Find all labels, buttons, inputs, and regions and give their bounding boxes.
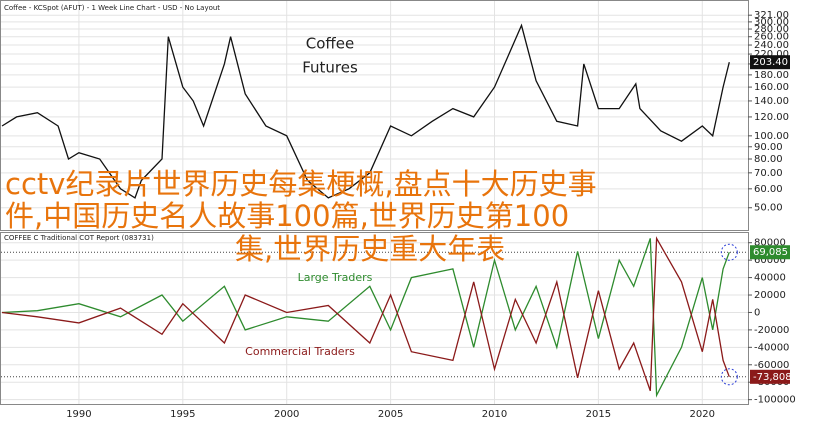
x-tick-label: 1995 xyxy=(170,409,195,420)
end-label-box xyxy=(750,369,790,384)
series-label: Large Traders xyxy=(298,271,373,284)
y-tick-label: 140.00 xyxy=(754,96,789,107)
end-marker xyxy=(720,368,738,386)
annotation: Futures xyxy=(302,59,358,77)
y-tick-label: 80.00 xyxy=(754,154,783,165)
annotation: Coffee xyxy=(306,35,354,53)
y-tick-label: 280.00 xyxy=(754,24,789,35)
series-line xyxy=(1,236,730,392)
series-line xyxy=(1,23,730,199)
overlay-text: 件,中国历史名人故事100篇,世界历史第100 xyxy=(5,199,569,233)
y-tick-label: -40000 xyxy=(754,342,789,353)
y-tick-label: 40000 xyxy=(754,273,786,284)
panel-title: Coffee - KCSpot (AFUT) - 1 Week Line Cha… xyxy=(4,4,220,12)
y-tick-label: 220.00 xyxy=(754,49,789,60)
x-tick-label: 2020 xyxy=(690,409,715,420)
y-tick-label: 240.00 xyxy=(754,40,789,51)
y-tick-label: 60.00 xyxy=(754,184,783,195)
y-tick-label: 50.00 xyxy=(754,203,783,214)
x-tick-label: 1990 xyxy=(66,409,91,420)
series-label: Commercial Traders xyxy=(245,345,355,358)
x-tick-label: 2015 xyxy=(586,409,611,420)
y-tick-label: 70.00 xyxy=(754,168,783,179)
panel-title: COFFEE C Traditional COT Report (083731) xyxy=(4,234,154,242)
y-tick-label: 80000 xyxy=(754,238,786,249)
end-label-box xyxy=(750,55,790,70)
x-tick-label: 2005 xyxy=(378,409,403,420)
y-tick-label: 300.00 xyxy=(754,17,789,28)
end-label-box xyxy=(750,245,790,260)
x-tick-label: 2000 xyxy=(274,409,299,420)
y-tick-label: 100.00 xyxy=(754,131,789,142)
y-tick-label: 90.00 xyxy=(754,142,783,153)
overlay-text: cctv纪录片世界历史每集梗概,盘点十大历史事 xyxy=(5,167,597,201)
y-tick-label: 321.00 xyxy=(754,10,789,21)
overlay-text: 集,世界历史重大年表 xyxy=(235,232,505,266)
price-panel xyxy=(0,0,749,231)
end-label: -73,808 xyxy=(753,372,792,383)
end-label: 203.40 xyxy=(753,57,788,68)
y-tick-label: 20000 xyxy=(754,290,786,301)
end-marker xyxy=(720,243,738,261)
y-tick-label: 60000 xyxy=(754,255,786,266)
y-tick-label: 0 xyxy=(754,307,760,318)
y-tick-label: -20000 xyxy=(754,325,789,336)
end-label: 69,085 xyxy=(753,247,788,258)
y-tick-label: 160.00 xyxy=(754,82,789,93)
x-tick-label: 2010 xyxy=(482,409,507,420)
y-tick-label: -100000 xyxy=(754,395,796,406)
y-tick-label: -60000 xyxy=(754,360,789,371)
y-tick-label: 120.00 xyxy=(754,112,789,123)
y-tick-label: 260.00 xyxy=(754,32,789,43)
series-line xyxy=(1,238,730,398)
y-tick-label: 180.00 xyxy=(754,70,789,81)
cot-panel xyxy=(0,232,749,405)
